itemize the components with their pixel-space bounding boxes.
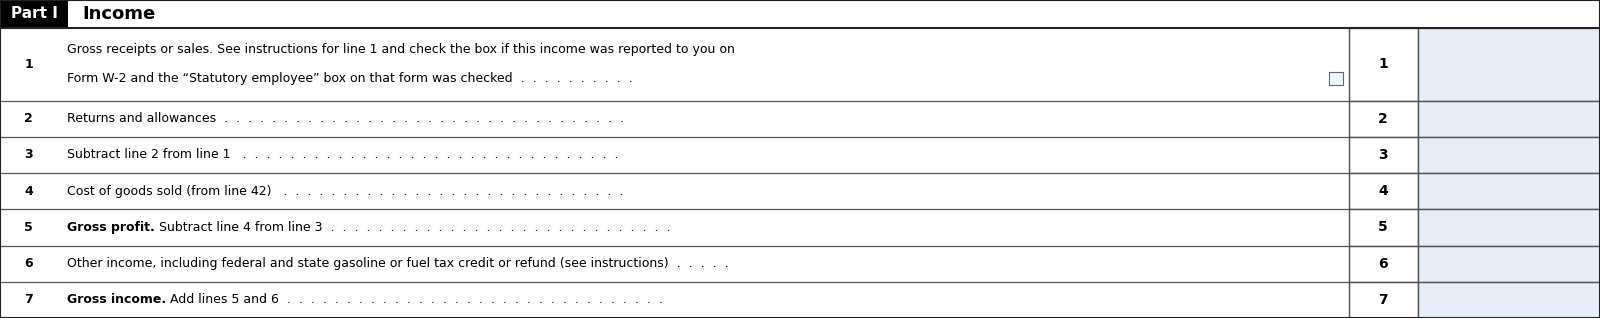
Bar xyxy=(1418,245,1600,282)
Text: Form W-2 and the “Statutory employee” box on that form was checked  .  .  .  .  : Form W-2 and the “Statutory employee” bo… xyxy=(67,72,634,85)
Text: Part I: Part I xyxy=(11,6,58,22)
Text: 7: 7 xyxy=(24,294,34,306)
Bar xyxy=(0,0,67,28)
Text: Returns and allowances  .  .  .  .  .  .  .  .  .  .  .  .  .  .  .  .  .  .  . : Returns and allowances . . . . . . . . .… xyxy=(67,112,624,125)
Text: 1: 1 xyxy=(1378,57,1389,71)
Bar xyxy=(1349,209,1418,245)
Bar xyxy=(1349,282,1418,318)
Text: 1: 1 xyxy=(24,58,34,71)
Text: Gross profit.: Gross profit. xyxy=(67,221,155,234)
Bar xyxy=(1418,28,1600,100)
Bar xyxy=(0,100,1349,137)
Text: 3: 3 xyxy=(1378,148,1389,162)
Bar xyxy=(1349,173,1418,209)
Bar xyxy=(1418,282,1600,318)
Bar xyxy=(1418,209,1600,245)
Bar xyxy=(0,137,1349,173)
Text: Cost of goods sold (from line 42)   .  .  .  .  .  .  .  .  .  .  .  .  .  .  . : Cost of goods sold (from line 42) . . . … xyxy=(67,185,624,197)
Bar xyxy=(0,209,1349,245)
Bar xyxy=(1349,137,1418,173)
Bar xyxy=(0,0,1600,28)
Bar xyxy=(0,245,1349,282)
Text: 2: 2 xyxy=(1378,112,1389,126)
Text: 3: 3 xyxy=(24,149,34,161)
Bar xyxy=(1328,72,1342,85)
Text: 5: 5 xyxy=(24,221,34,234)
Bar xyxy=(1349,28,1418,100)
Bar xyxy=(1418,100,1600,137)
Bar xyxy=(1418,137,1600,173)
Text: 6: 6 xyxy=(24,257,34,270)
Bar xyxy=(0,28,1349,100)
Text: Add lines 5 and 6  .  .  .  .  .  .  .  .  .  .  .  .  .  .  .  .  .  .  .  .  .: Add lines 5 and 6 . . . . . . . . . . . … xyxy=(166,294,664,306)
Text: 7: 7 xyxy=(1378,293,1389,307)
Text: Subtract line 2 from line 1   .  .  .  .  .  .  .  .  .  .  .  .  .  .  .  .  . : Subtract line 2 from line 1 . . . . . . … xyxy=(67,149,619,161)
Text: Other income, including federal and state gasoline or fuel tax credit or refund : Other income, including federal and stat… xyxy=(67,257,730,270)
Text: Income: Income xyxy=(82,5,155,23)
Bar xyxy=(1349,245,1418,282)
Bar xyxy=(1349,100,1418,137)
Text: 4: 4 xyxy=(1378,184,1389,198)
Text: Gross income.: Gross income. xyxy=(67,294,166,306)
Text: Gross receipts or sales. See instructions for line 1 and check the box if this i: Gross receipts or sales. See instruction… xyxy=(67,43,734,56)
Text: Subtract line 4 from line 3  .  .  .  .  .  .  .  .  .  .  .  .  .  .  .  .  .  : Subtract line 4 from line 3 . . . . . . … xyxy=(155,221,670,234)
Bar xyxy=(0,282,1349,318)
Text: 2: 2 xyxy=(24,112,34,125)
Text: 4: 4 xyxy=(24,185,34,197)
Text: 5: 5 xyxy=(1378,220,1389,234)
Bar xyxy=(0,173,1349,209)
Text: 6: 6 xyxy=(1378,257,1389,271)
Bar xyxy=(1418,173,1600,209)
